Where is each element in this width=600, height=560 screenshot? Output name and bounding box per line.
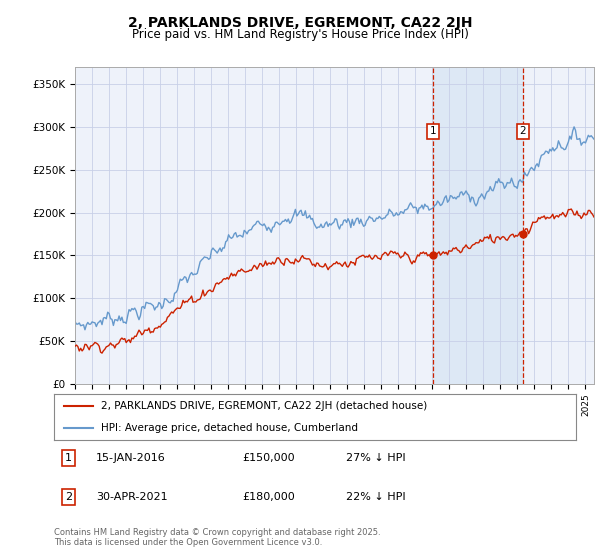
Text: 22% ↓ HPI: 22% ↓ HPI — [346, 492, 406, 502]
Text: 15-JAN-2016: 15-JAN-2016 — [96, 453, 166, 463]
Text: 2: 2 — [65, 492, 72, 502]
Text: £150,000: £150,000 — [242, 453, 295, 463]
Text: 2, PARKLANDS DRIVE, EGREMONT, CA22 2JH: 2, PARKLANDS DRIVE, EGREMONT, CA22 2JH — [128, 16, 472, 30]
Text: HPI: Average price, detached house, Cumberland: HPI: Average price, detached house, Cumb… — [101, 423, 358, 433]
Text: 30-APR-2021: 30-APR-2021 — [96, 492, 167, 502]
Text: 27% ↓ HPI: 27% ↓ HPI — [346, 453, 406, 463]
Text: £180,000: £180,000 — [242, 492, 295, 502]
Text: 1: 1 — [430, 127, 436, 136]
Text: 1: 1 — [65, 453, 72, 463]
Text: Contains HM Land Registry data © Crown copyright and database right 2025.
This d: Contains HM Land Registry data © Crown c… — [54, 528, 380, 547]
Text: Price paid vs. HM Land Registry's House Price Index (HPI): Price paid vs. HM Land Registry's House … — [131, 28, 469, 41]
Text: 2: 2 — [520, 127, 526, 136]
Text: 2, PARKLANDS DRIVE, EGREMONT, CA22 2JH (detached house): 2, PARKLANDS DRIVE, EGREMONT, CA22 2JH (… — [101, 401, 427, 411]
Bar — [433, 67, 523, 384]
